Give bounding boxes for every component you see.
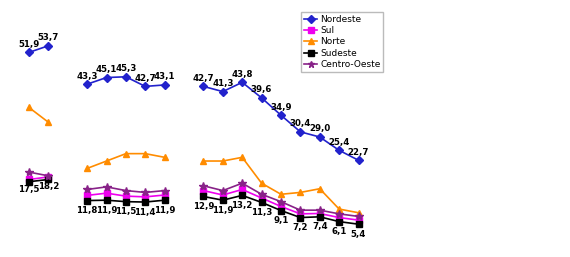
Text: 11,5: 11,5 — [115, 207, 137, 216]
Text: 25,4: 25,4 — [328, 138, 350, 147]
Text: 13,2: 13,2 — [231, 201, 253, 210]
Text: 11,9: 11,9 — [96, 206, 117, 215]
Text: 7,4: 7,4 — [312, 222, 328, 231]
Text: 9,1: 9,1 — [273, 216, 288, 225]
Text: 11,3: 11,3 — [251, 208, 272, 217]
Text: 42,7: 42,7 — [135, 74, 156, 83]
Text: 42,7: 42,7 — [193, 74, 214, 83]
Text: 34,9: 34,9 — [270, 103, 292, 112]
Text: 43,1: 43,1 — [154, 72, 176, 81]
Text: 53,7: 53,7 — [38, 33, 59, 42]
Text: 6,1: 6,1 — [331, 227, 347, 236]
Text: 45,1: 45,1 — [96, 65, 117, 74]
Text: 11,4: 11,4 — [135, 208, 156, 217]
Text: 45,3: 45,3 — [115, 64, 137, 73]
Text: 39,6: 39,6 — [251, 85, 272, 94]
Text: 43,8: 43,8 — [231, 70, 253, 79]
Text: 43,3: 43,3 — [76, 72, 98, 81]
Text: 12,9: 12,9 — [193, 202, 214, 211]
Text: 41,3: 41,3 — [212, 79, 234, 88]
Text: 29,0: 29,0 — [309, 124, 331, 133]
Text: 22,7: 22,7 — [348, 148, 369, 157]
Text: 18,2: 18,2 — [38, 182, 59, 191]
Text: 11,9: 11,9 — [212, 206, 234, 215]
Text: 30,4: 30,4 — [290, 119, 311, 128]
Text: 17,5: 17,5 — [18, 185, 40, 194]
Text: 5,4: 5,4 — [351, 230, 366, 239]
Text: 11,9: 11,9 — [154, 206, 176, 215]
Text: 11,8: 11,8 — [76, 206, 98, 215]
Text: 7,2: 7,2 — [292, 223, 308, 232]
Legend: Nordeste, Sul, Norte, Sudeste, Centro-Oeste: Nordeste, Sul, Norte, Sudeste, Centro-Oe… — [301, 12, 383, 72]
Text: 51,9: 51,9 — [18, 40, 39, 49]
